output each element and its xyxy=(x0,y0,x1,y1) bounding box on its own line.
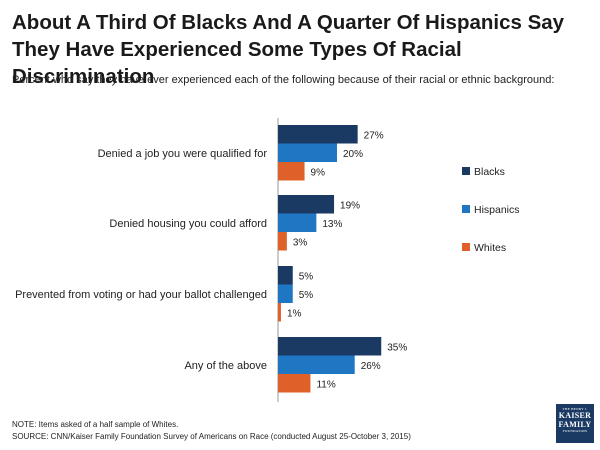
category-label: Any of the above xyxy=(184,360,267,372)
data-label: 5% xyxy=(299,271,314,282)
bar-whites xyxy=(278,303,281,322)
legend-swatch-blacks xyxy=(462,167,470,175)
data-label: 1% xyxy=(287,308,302,319)
legend-label: Whites xyxy=(474,242,506,254)
bar-blacks xyxy=(278,266,293,285)
legend-label: Hispanics xyxy=(474,204,520,216)
chart-subtitle: Percent who say they have ever experienc… xyxy=(12,74,555,86)
data-label: 9% xyxy=(311,167,326,178)
bar-hispanics xyxy=(278,143,337,162)
data-label: 11% xyxy=(316,379,335,390)
chart-title: About A Third Of Blacks And A Quarter Of… xyxy=(12,11,565,88)
bar-whites xyxy=(278,232,287,251)
data-label: 5% xyxy=(299,290,314,301)
data-label: 35% xyxy=(387,342,407,353)
bar-hispanics xyxy=(278,213,317,232)
category-label: Prevented from voting or had your ballot… xyxy=(15,289,267,301)
bar-whites xyxy=(278,374,311,393)
kff-logo: THE HENRY J. KAISER FAMILY FOUNDATION xyxy=(556,404,594,443)
data-label: 20% xyxy=(343,149,363,160)
category-label: Denied a job you were qualified for xyxy=(98,148,268,160)
bar-hispanics xyxy=(278,355,355,374)
bar-blacks xyxy=(278,125,358,144)
data-label: 13% xyxy=(322,219,342,230)
data-label: 3% xyxy=(293,237,308,248)
bar-hispanics xyxy=(278,284,293,303)
data-label: 19% xyxy=(340,200,360,211)
legend-swatch-hispanics xyxy=(462,205,470,213)
legend-label: Blacks xyxy=(474,166,505,178)
note-text: NOTE: Items asked of a half sample of Wh… xyxy=(12,420,179,429)
data-label: 27% xyxy=(364,130,384,141)
category-label: Denied housing you could afford xyxy=(109,218,267,230)
data-label: 26% xyxy=(361,361,381,372)
source-text: SOURCE: CNN/Kaiser Family Foundation Sur… xyxy=(12,432,411,441)
bar-blacks xyxy=(278,195,335,214)
legend-swatch-whites xyxy=(462,243,470,251)
bar-blacks xyxy=(278,337,382,356)
bar-whites xyxy=(278,162,305,181)
